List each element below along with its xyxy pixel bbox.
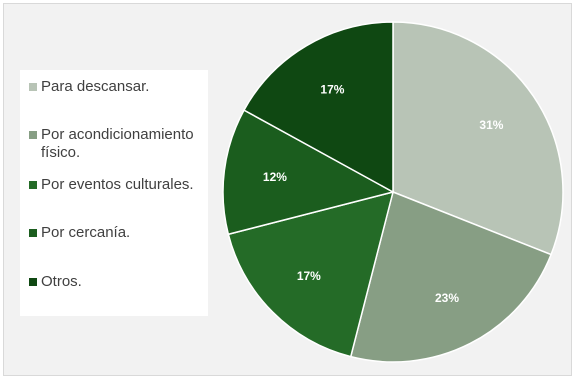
legend-entry-otros: Otros.	[29, 273, 207, 291]
legend-swatch	[29, 83, 37, 91]
legend-swatch	[29, 278, 37, 286]
chart-legend: Para descansar. Por acondicionamiento fí…	[20, 70, 208, 316]
pie-slice-otros	[243, 21, 394, 194]
data-label-eventos-culturales: 17%	[297, 269, 321, 283]
pie-slice-cercania	[222, 109, 396, 236]
legend-entry-cercania: Por cercanía.	[29, 224, 207, 242]
legend-label: Por eventos culturales.	[41, 176, 194, 193]
legend-entry-para-descansar: Para descansar.	[29, 78, 207, 96]
data-label-para-descansar: 31%	[479, 118, 503, 132]
legend-swatch	[29, 181, 37, 189]
legend-label: Por acondicionamiento físico.	[41, 126, 194, 161]
pie-slice-acondicionamiento	[349, 190, 553, 363]
legend-label: Por cercanía.	[41, 224, 131, 241]
legend-entry-eventos-culturales: Por eventos culturales.	[29, 176, 207, 194]
pie-slice-eventos-culturales	[227, 190, 395, 358]
legend-label: Para descansar.	[41, 78, 150, 95]
legend-swatch	[29, 229, 37, 237]
legend-label: Otros.	[41, 273, 82, 290]
data-label-otros: 17%	[320, 83, 344, 97]
data-label-acondicionamiento: 23%	[435, 291, 459, 305]
legend-entry-acondicionamiento: Por acondicionamiento físico.	[29, 126, 207, 162]
legend-swatch	[29, 131, 37, 139]
pie-slice-para-descansar	[392, 21, 564, 256]
data-label-cercania: 12%	[263, 170, 287, 184]
